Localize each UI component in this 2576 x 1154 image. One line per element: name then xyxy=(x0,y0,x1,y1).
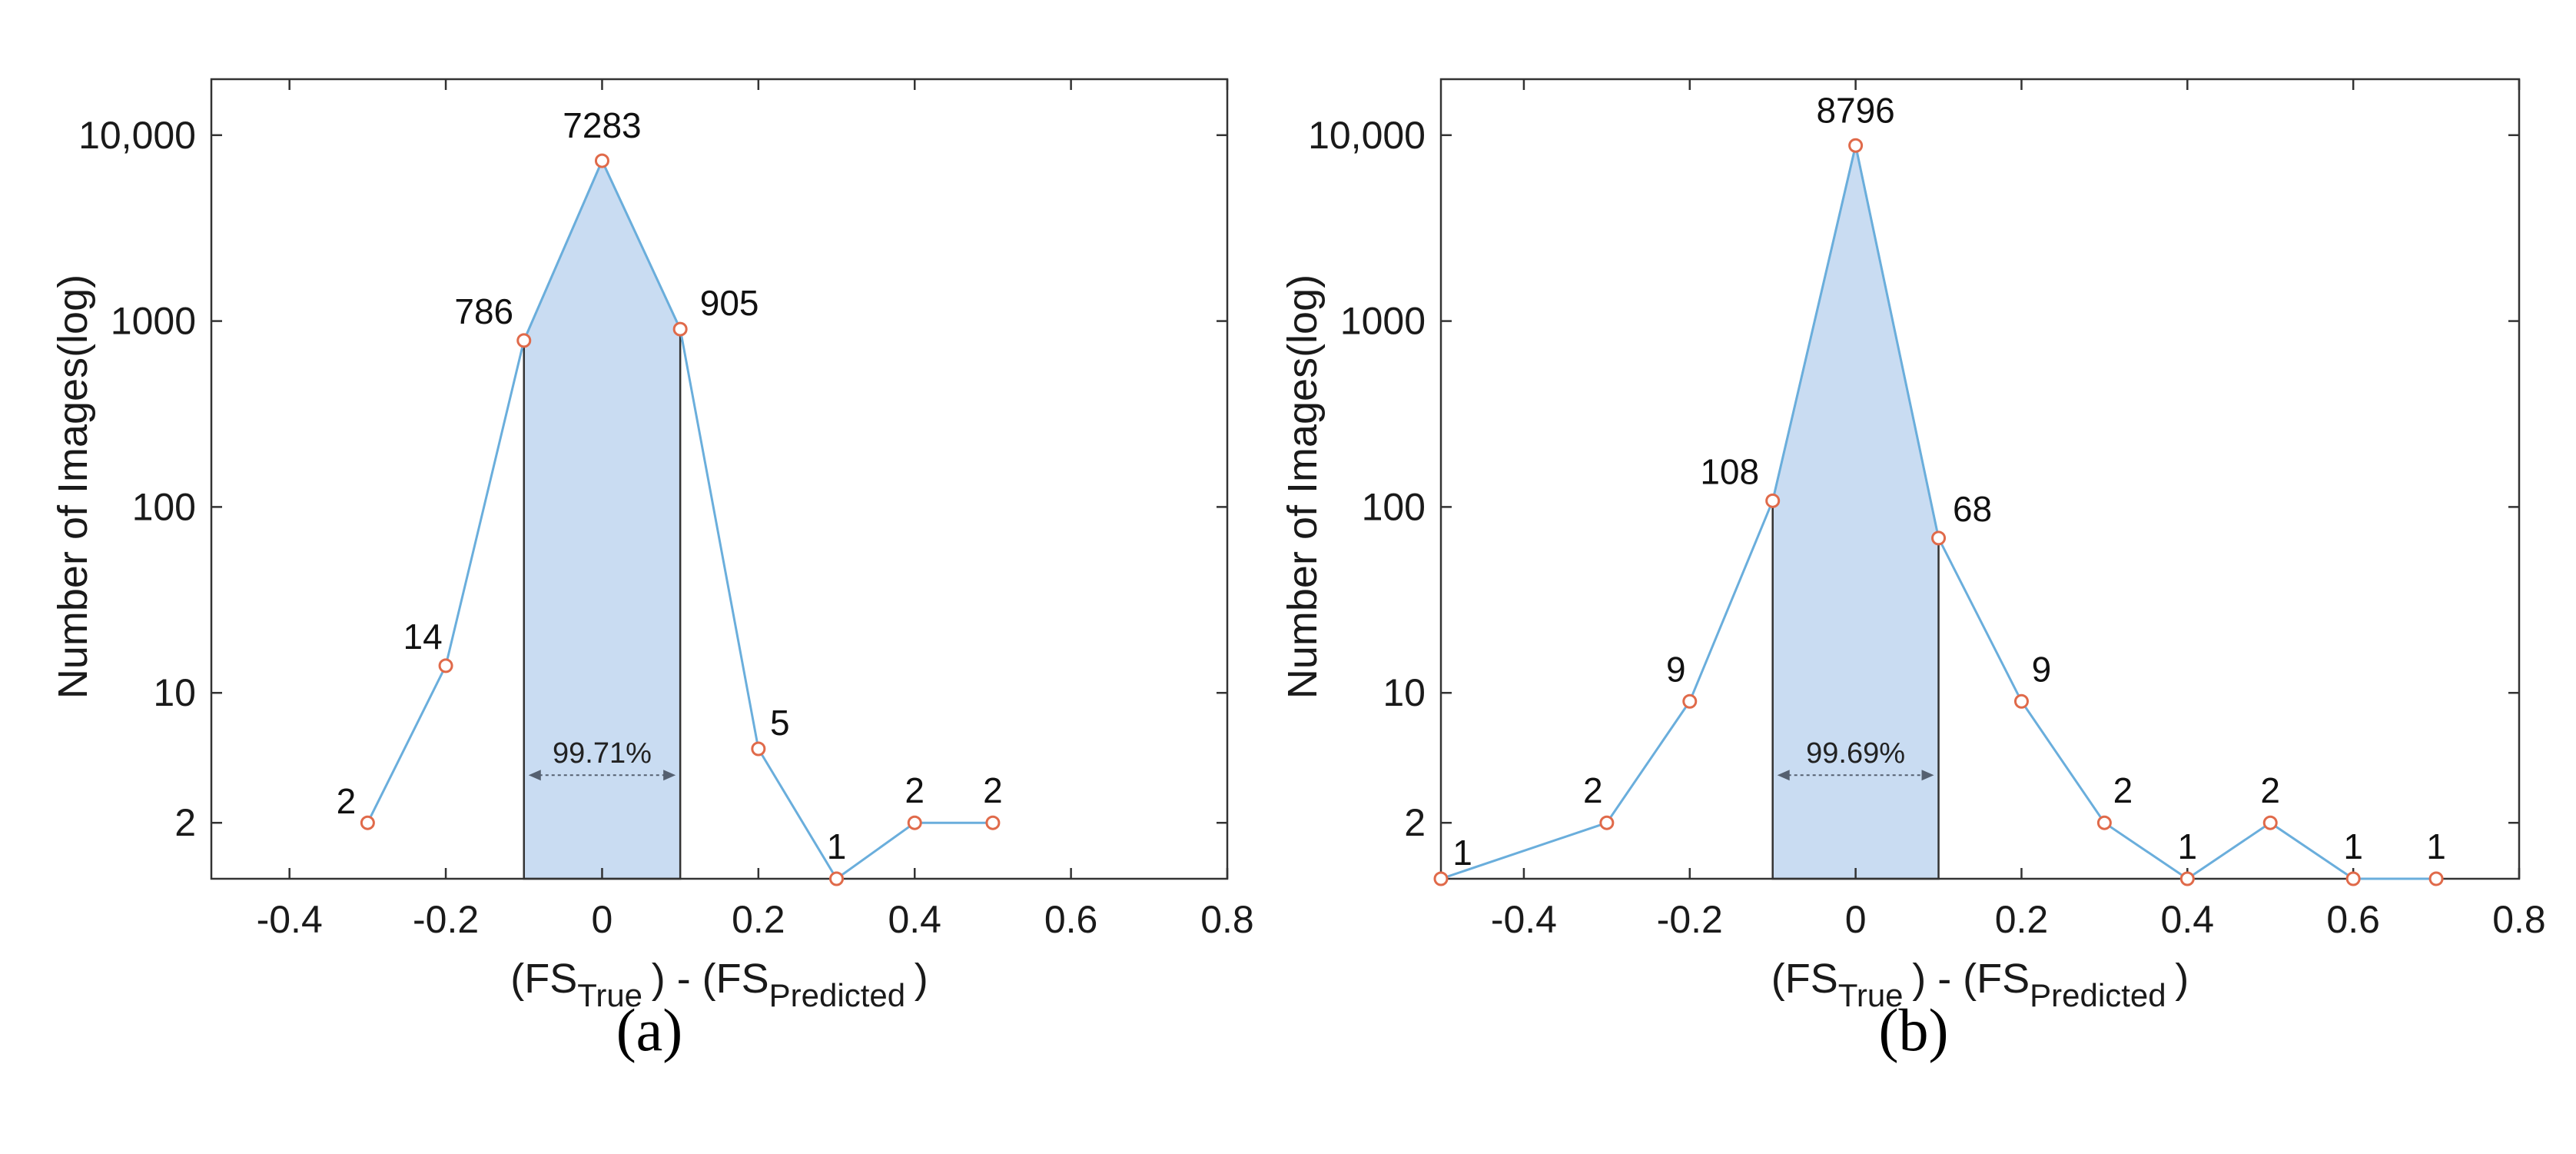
y-tick-label: 10,000 xyxy=(1308,114,1426,157)
arrow-right-icon xyxy=(663,770,676,781)
data-point xyxy=(672,321,688,337)
data-label: 9 xyxy=(2032,649,2052,689)
data-label: 7283 xyxy=(563,105,641,145)
shaded-region xyxy=(523,158,682,880)
x-axis-label-sub2: Predicted xyxy=(769,977,915,1013)
data-label: 14 xyxy=(403,617,442,657)
data-point xyxy=(2345,871,2361,886)
data-point xyxy=(2428,871,2444,886)
data-label: 9 xyxy=(1666,649,1686,689)
data-point xyxy=(1682,693,1698,709)
data-label: 2 xyxy=(2260,770,2280,810)
x-axis-label-sub1: True xyxy=(577,977,651,1013)
y-tick-label: 10 xyxy=(1383,671,1426,714)
data-point xyxy=(907,815,922,830)
chart-panel-b: -0.4 -0.2 0 0.2 0.4 0.6 0.8210100100010,000129… xyxy=(1280,78,2546,1063)
y-tick-label: 1000 xyxy=(111,300,196,343)
data-point xyxy=(360,815,375,830)
y-axis-label: Number of Images(log) xyxy=(1280,274,1326,699)
data-label: 2 xyxy=(983,770,1003,810)
data-label: 786 xyxy=(454,291,513,331)
data-point xyxy=(1599,815,1615,830)
y-axis-label: Number of Images(log) xyxy=(50,274,96,699)
x-tick-label: -0.2 xyxy=(1657,898,1723,941)
data-point xyxy=(2262,815,2278,830)
y-tick-label: 100 xyxy=(1362,485,1426,528)
data-point xyxy=(1848,138,1864,153)
data-point xyxy=(2179,871,2195,886)
y-tick-label: 10,000 xyxy=(78,114,196,157)
x-tick-label: 0.6 xyxy=(1044,898,1098,941)
x-axis-label: (FSTrue ) - (FSPredicted ) xyxy=(510,956,928,1013)
series-line xyxy=(1440,145,2437,880)
x-axis-label-suffix: ) xyxy=(915,956,928,1002)
panel-caption: (b) xyxy=(1879,996,1949,1063)
arrow-left-icon xyxy=(1777,770,1790,781)
data-label: 2 xyxy=(337,781,357,821)
x-axis-label-suffix: ) xyxy=(2175,956,2189,1002)
y-tick-label: 10 xyxy=(153,671,196,714)
arrow-right-icon xyxy=(1921,770,1934,781)
x-axis-label-middle: ) - (FS xyxy=(1912,956,2030,1002)
data-label: 1 xyxy=(1452,833,1472,873)
x-tick-label: 0.8 xyxy=(1200,898,1254,941)
x-tick-label: 0.8 xyxy=(2492,898,2546,941)
data-point xyxy=(2013,693,2029,709)
chart-panel-a: -0.4 -0.2 0 0.2 0.4 0.6 0.8 2 10 100 1000 10,000 2 14… xyxy=(50,78,1254,1063)
data-point xyxy=(1765,493,1781,508)
x-tick-label: -0.2 xyxy=(413,898,479,941)
x-tick-label: 0.4 xyxy=(888,898,941,941)
data-point xyxy=(516,333,532,348)
data-label: 8796 xyxy=(1816,90,1894,130)
y-tick-label: 2 xyxy=(174,801,196,844)
data-label: 905 xyxy=(700,283,759,323)
x-tick-label: 0.2 xyxy=(1995,898,2049,941)
y-tick-label: 1000 xyxy=(1340,300,1426,343)
data-label: 1 xyxy=(2426,826,2446,866)
data-label: 5 xyxy=(770,703,790,743)
data-label: 2 xyxy=(1583,770,1603,810)
x-tick-label: -0.4 xyxy=(257,898,323,941)
axes-box xyxy=(210,78,1229,880)
data-label: 1 xyxy=(2178,826,2198,866)
data-label: 2 xyxy=(2113,770,2133,810)
data-point xyxy=(2096,815,2112,830)
data-label: 2 xyxy=(905,770,925,810)
y-tick-label: 2 xyxy=(1404,801,1426,844)
data-point xyxy=(985,815,1001,830)
x-axis-label-prefix: (FS xyxy=(1771,956,1838,1002)
axes-box xyxy=(1439,78,2521,880)
x-axis-label-sub2: Predicted xyxy=(2030,977,2175,1013)
x-tick-label: 0 xyxy=(592,898,613,941)
data-point xyxy=(594,153,609,168)
shaded-percentage-label: 99.71% xyxy=(553,737,652,770)
x-tick-label: 0.4 xyxy=(2161,898,2215,941)
x-axis-label-middle: ) - (FS xyxy=(652,956,769,1002)
data-point xyxy=(829,871,845,886)
data-label: 68 xyxy=(1953,489,1992,529)
shaded-percentage-label: 99.69% xyxy=(1806,737,1905,770)
x-tick-label: -0.4 xyxy=(1491,898,1557,941)
data-point xyxy=(1931,530,1947,546)
x-tick-label: 0 xyxy=(1845,898,1867,941)
data-label: 1 xyxy=(2343,826,2363,866)
y-tick-label: 100 xyxy=(132,485,196,528)
x-axis-label: (FSTrue ) - (FSPredicted ) xyxy=(1771,956,2189,1013)
x-tick-label: 0.6 xyxy=(2326,898,2380,941)
panel-caption: (a) xyxy=(616,996,683,1063)
data-label: 108 xyxy=(1700,451,1759,491)
x-tick-label: 0.2 xyxy=(732,898,785,941)
data-point xyxy=(751,741,766,757)
data-point xyxy=(1433,871,1449,886)
arrow-left-icon xyxy=(528,770,541,781)
x-axis-label-sub1: True xyxy=(1838,977,1912,1013)
x-axis-label-prefix: (FS xyxy=(510,956,577,1002)
data-label: 1 xyxy=(827,826,847,866)
data-point xyxy=(438,658,453,673)
